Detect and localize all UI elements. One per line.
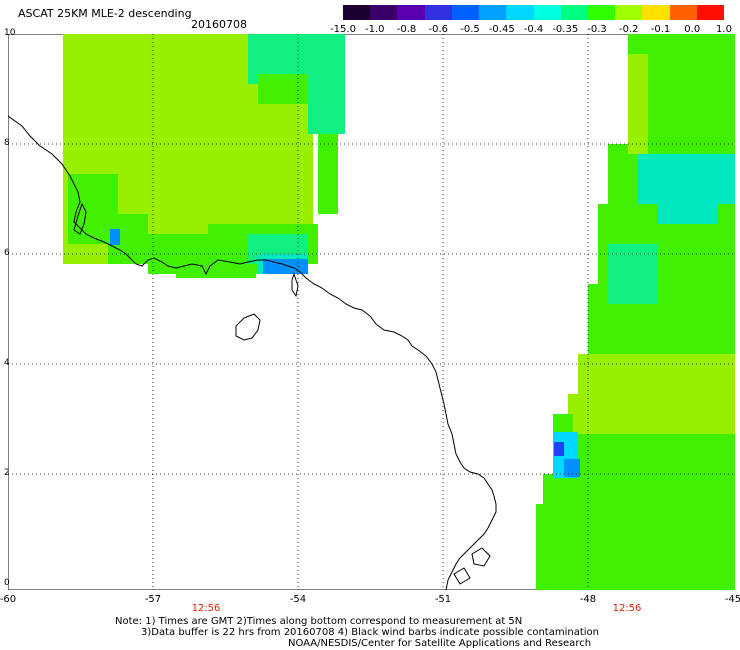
wind-cell	[176, 272, 256, 278]
time-label-left: 12:56	[191, 603, 221, 614]
colorbar-segment	[560, 5, 589, 20]
map-date: 20160708	[191, 18, 247, 31]
x-axis-label: -54	[289, 594, 307, 605]
graticule	[8, 34, 735, 590]
wind-cell	[564, 459, 580, 477]
x-axis-label: -60	[0, 594, 17, 605]
wind-cell	[318, 134, 338, 214]
estuary-outline	[73, 202, 87, 235]
colorbar-segment	[397, 5, 426, 20]
colorbar-label: -0.3	[587, 24, 607, 35]
wind-cell	[308, 74, 345, 134]
time-label-right: 12:56	[612, 603, 642, 614]
colorbar	[343, 5, 725, 20]
island-outline	[235, 313, 261, 341]
wind-cell	[536, 504, 735, 590]
x-axis-label: -57	[144, 594, 162, 605]
x-axis-label: -45	[724, 594, 740, 605]
colorbar-segment	[533, 5, 562, 20]
y-axis-label: 0	[4, 578, 10, 588]
wind-cell	[110, 229, 120, 245]
colorbar-label: -0.35	[552, 24, 579, 35]
colorbar-label: 1.0	[716, 24, 732, 35]
wind-cell	[608, 244, 658, 304]
colorbar-segment	[615, 5, 643, 20]
colorbar-label: -1.0	[364, 24, 385, 35]
note-line-3: NOAA/NESDIS/Center for Satellite Applica…	[288, 638, 592, 649]
map-title: ASCAT 25KM MLE-2 descending	[18, 7, 192, 20]
river-mouth-outline	[291, 272, 299, 298]
coastline-path	[8, 115, 497, 590]
colorbar-segment	[451, 5, 480, 20]
y-axis-label: 10	[4, 28, 16, 38]
colorbar-segment	[642, 5, 671, 20]
colorbar-segment	[506, 5, 534, 20]
wind-map	[8, 34, 735, 590]
colorbar-label: -0.5	[460, 24, 480, 35]
note-line-1: Note: 1) Times are GMT 2)Times along bot…	[115, 616, 523, 627]
y-axis-label: 6	[4, 248, 10, 258]
x-axis-label: -51	[434, 594, 452, 605]
colorbar-segment	[587, 5, 616, 20]
wind-cell	[658, 164, 718, 224]
delta-island-outline	[471, 547, 491, 567]
colorbar-segment	[479, 5, 507, 20]
delta-island-outline-2	[453, 567, 471, 585]
left-swath	[63, 34, 345, 278]
colorbar-label: -0.4	[523, 24, 544, 35]
coastline	[8, 115, 497, 590]
colorbar-label: -0.6	[428, 24, 449, 35]
colorbar-segment	[696, 5, 725, 20]
colorbar-label: -15.0	[330, 24, 356, 35]
y-axis-label: 4	[4, 358, 10, 368]
colorbar-segment	[343, 5, 371, 20]
wind-cell	[628, 54, 648, 154]
x-axis-label: -48	[579, 594, 597, 605]
colorbar-label: -0.45	[488, 24, 515, 35]
colorbar-label: 0.0	[684, 24, 701, 35]
colorbar-segment	[370, 5, 398, 20]
wind-cell	[554, 442, 564, 456]
colorbar-label: -0.2	[618, 24, 639, 35]
colorbar-label: -0.8	[396, 24, 417, 35]
note-line-2: 3)Data buffer is 22 hrs from 20160708 4)…	[141, 627, 599, 638]
colorbar-segment	[669, 5, 698, 20]
y-axis-label: 2	[4, 468, 10, 478]
colorbar-segment	[424, 5, 453, 20]
y-axis-label: 8	[4, 138, 10, 148]
colorbar-label: -0.1	[650, 24, 671, 35]
